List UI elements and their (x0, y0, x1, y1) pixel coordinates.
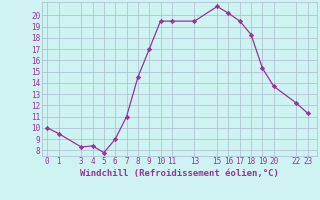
X-axis label: Windchill (Refroidissement éolien,°C): Windchill (Refroidissement éolien,°C) (80, 169, 279, 178)
